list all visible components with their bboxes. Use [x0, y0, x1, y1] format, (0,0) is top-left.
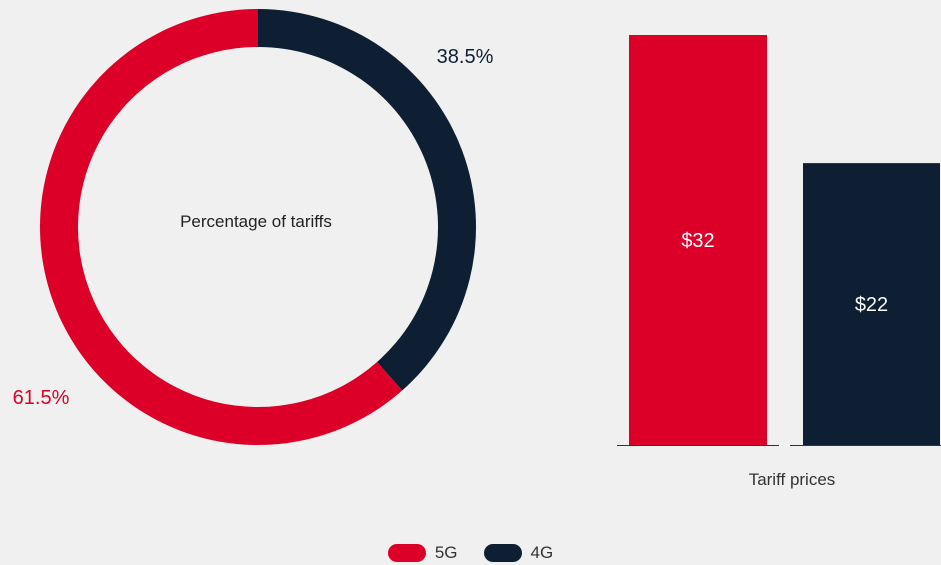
bar-5g [629, 35, 767, 445]
bar-4g [803, 163, 940, 445]
bar-value-label-4g: $22 [855, 294, 888, 316]
legend-label-4g: 4G [530, 543, 554, 562]
legend-swatch-4g [483, 544, 522, 562]
legend-item-4g: 4G [483, 543, 554, 563]
legend: 5G 4G [0, 541, 941, 565]
donut-slice-4g [258, 9, 476, 391]
bar-chart: $32 $22 [617, 35, 941, 446]
legend-label-5g: 5G [434, 543, 458, 562]
legend-item-5g: 5G [387, 543, 458, 563]
donut-slice-5g [39, 9, 403, 446]
donut-value-label-4g: 38.5% [437, 46, 494, 68]
donut-center-title: Percentage of tariffs [180, 212, 332, 231]
bar-chart-x-label: Tariff prices [749, 470, 836, 489]
donut-chart: 38.5% 61.5% [13, 9, 494, 446]
bar-value-label-5g: $32 [681, 230, 714, 252]
donut-value-label-5g: 61.5% [13, 387, 70, 409]
legend-swatch-5g [387, 544, 426, 562]
